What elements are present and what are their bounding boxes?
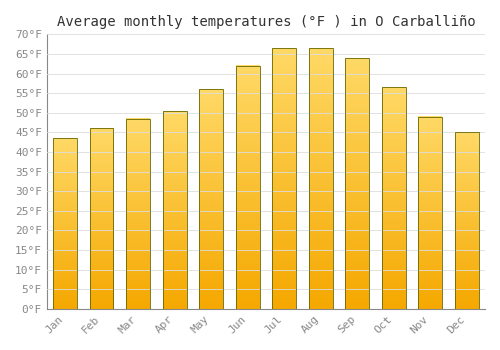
Bar [54,138,77,309]
Bar [236,66,260,309]
Title: Average monthly temperatures (°F ) in O Carballiño: Average monthly temperatures (°F ) in O … [56,15,476,29]
Bar [382,87,406,309]
Bar [455,132,478,309]
Bar [200,89,223,309]
Bar [272,48,296,309]
Bar [163,111,186,309]
Bar [346,58,369,309]
Bar [418,117,442,309]
Bar [90,128,114,309]
Bar [126,119,150,309]
Bar [309,48,332,309]
